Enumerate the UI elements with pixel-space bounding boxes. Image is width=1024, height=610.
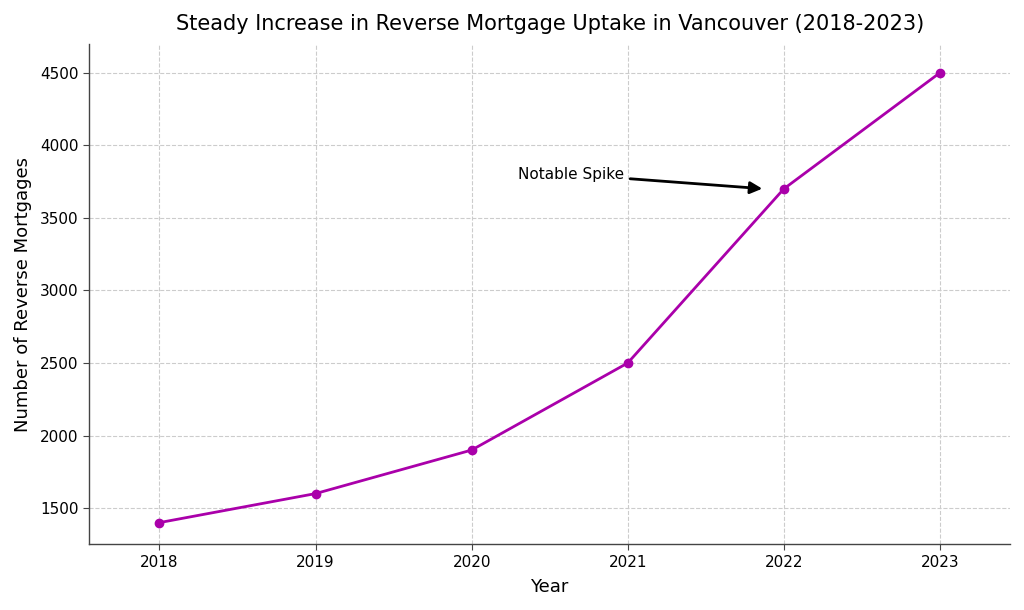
Title: Steady Increase in Reverse Mortgage Uptake in Vancouver (2018-2023): Steady Increase in Reverse Mortgage Upta…: [175, 14, 924, 34]
X-axis label: Year: Year: [530, 578, 569, 596]
Y-axis label: Number of Reverse Mortgages: Number of Reverse Mortgages: [14, 157, 32, 431]
Text: Notable Spike: Notable Spike: [518, 167, 759, 193]
